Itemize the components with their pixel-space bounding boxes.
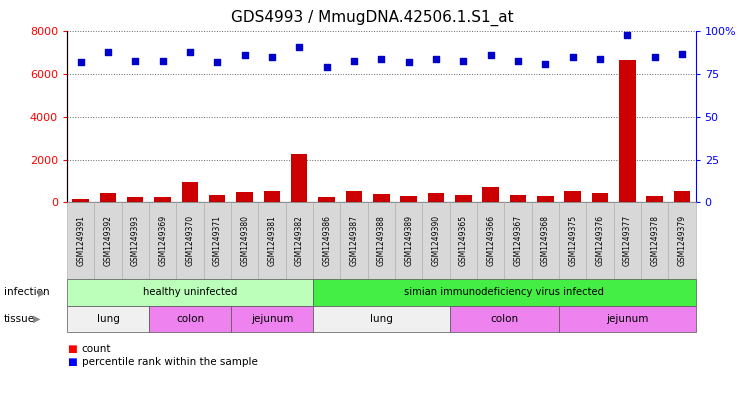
Bar <box>373 194 390 202</box>
Text: GSM1249377: GSM1249377 <box>623 215 632 266</box>
Bar <box>127 197 144 202</box>
Point <box>293 44 305 50</box>
Text: colon: colon <box>176 314 204 324</box>
Point <box>129 57 141 64</box>
Text: GSM1249367: GSM1249367 <box>513 215 522 266</box>
Point <box>321 64 333 70</box>
Bar <box>674 191 690 202</box>
Text: lung: lung <box>370 314 393 324</box>
Point <box>239 52 251 59</box>
Point <box>484 52 496 59</box>
Text: GSM1249386: GSM1249386 <box>322 215 331 266</box>
Text: GSM1249388: GSM1249388 <box>376 215 386 266</box>
Point <box>74 59 86 65</box>
Point <box>458 57 469 64</box>
Text: GSM1249365: GSM1249365 <box>459 215 468 266</box>
Text: simian immunodeficiency virus infected: simian immunodeficiency virus infected <box>404 287 604 298</box>
Point <box>649 54 661 60</box>
Text: GSM1249376: GSM1249376 <box>595 215 604 266</box>
Point <box>676 51 688 57</box>
Bar <box>510 195 526 202</box>
Point <box>184 49 196 55</box>
Bar <box>565 191 581 202</box>
Point <box>157 57 169 64</box>
Text: count: count <box>82 344 112 354</box>
Bar <box>72 198 89 202</box>
Text: GSM1249393: GSM1249393 <box>131 215 140 266</box>
Bar <box>482 187 498 202</box>
Point <box>430 56 442 62</box>
Point <box>594 56 606 62</box>
Text: ■: ■ <box>67 344 77 354</box>
Text: healthy uninfected: healthy uninfected <box>143 287 237 298</box>
Bar <box>264 191 280 202</box>
Point <box>211 59 223 65</box>
Bar <box>537 196 554 202</box>
Bar <box>100 193 116 202</box>
Point <box>512 57 524 64</box>
Point <box>621 32 633 38</box>
Text: percentile rank within the sample: percentile rank within the sample <box>82 357 257 367</box>
Text: ■: ■ <box>67 357 77 367</box>
Point <box>567 54 579 60</box>
Text: GSM1249379: GSM1249379 <box>678 215 687 266</box>
Text: GSM1249391: GSM1249391 <box>76 215 85 266</box>
Text: GSM1249382: GSM1249382 <box>295 215 304 266</box>
Text: ▶: ▶ <box>33 314 41 324</box>
Text: GDS4993 / MmugDNA.42506.1.S1_at: GDS4993 / MmugDNA.42506.1.S1_at <box>231 10 513 26</box>
Text: lung: lung <box>97 314 119 324</box>
Text: jejunum: jejunum <box>606 314 649 324</box>
Text: GSM1249392: GSM1249392 <box>103 215 112 266</box>
Bar <box>237 192 253 202</box>
Bar <box>182 182 198 202</box>
Bar <box>155 196 171 202</box>
Text: GSM1249366: GSM1249366 <box>486 215 496 266</box>
Bar <box>291 154 307 202</box>
Text: GSM1249387: GSM1249387 <box>350 215 359 266</box>
Text: GSM1249375: GSM1249375 <box>568 215 577 266</box>
Text: GSM1249380: GSM1249380 <box>240 215 249 266</box>
Point <box>403 59 414 65</box>
Text: GSM1249369: GSM1249369 <box>158 215 167 266</box>
Bar <box>318 197 335 202</box>
Text: infection: infection <box>4 287 49 298</box>
Text: GSM1249390: GSM1249390 <box>432 215 440 266</box>
Text: GSM1249378: GSM1249378 <box>650 215 659 266</box>
Text: GSM1249389: GSM1249389 <box>404 215 413 266</box>
Point <box>102 49 114 55</box>
Text: GSM1249371: GSM1249371 <box>213 215 222 266</box>
Point <box>266 54 278 60</box>
Text: ▶: ▶ <box>38 287 45 298</box>
Point <box>348 57 360 64</box>
Bar <box>209 195 225 202</box>
Text: GSM1249381: GSM1249381 <box>267 215 277 266</box>
Text: colon: colon <box>490 314 519 324</box>
Text: tissue: tissue <box>4 314 35 324</box>
Point <box>539 61 551 67</box>
Bar <box>455 195 472 202</box>
Bar <box>346 191 362 202</box>
Bar <box>428 193 444 202</box>
Text: jejunum: jejunum <box>251 314 293 324</box>
Bar <box>400 196 417 202</box>
Bar <box>619 60 635 202</box>
Point <box>375 56 387 62</box>
Bar <box>591 193 608 202</box>
Text: GSM1249368: GSM1249368 <box>541 215 550 266</box>
Bar <box>647 196 663 202</box>
Text: GSM1249370: GSM1249370 <box>185 215 194 266</box>
